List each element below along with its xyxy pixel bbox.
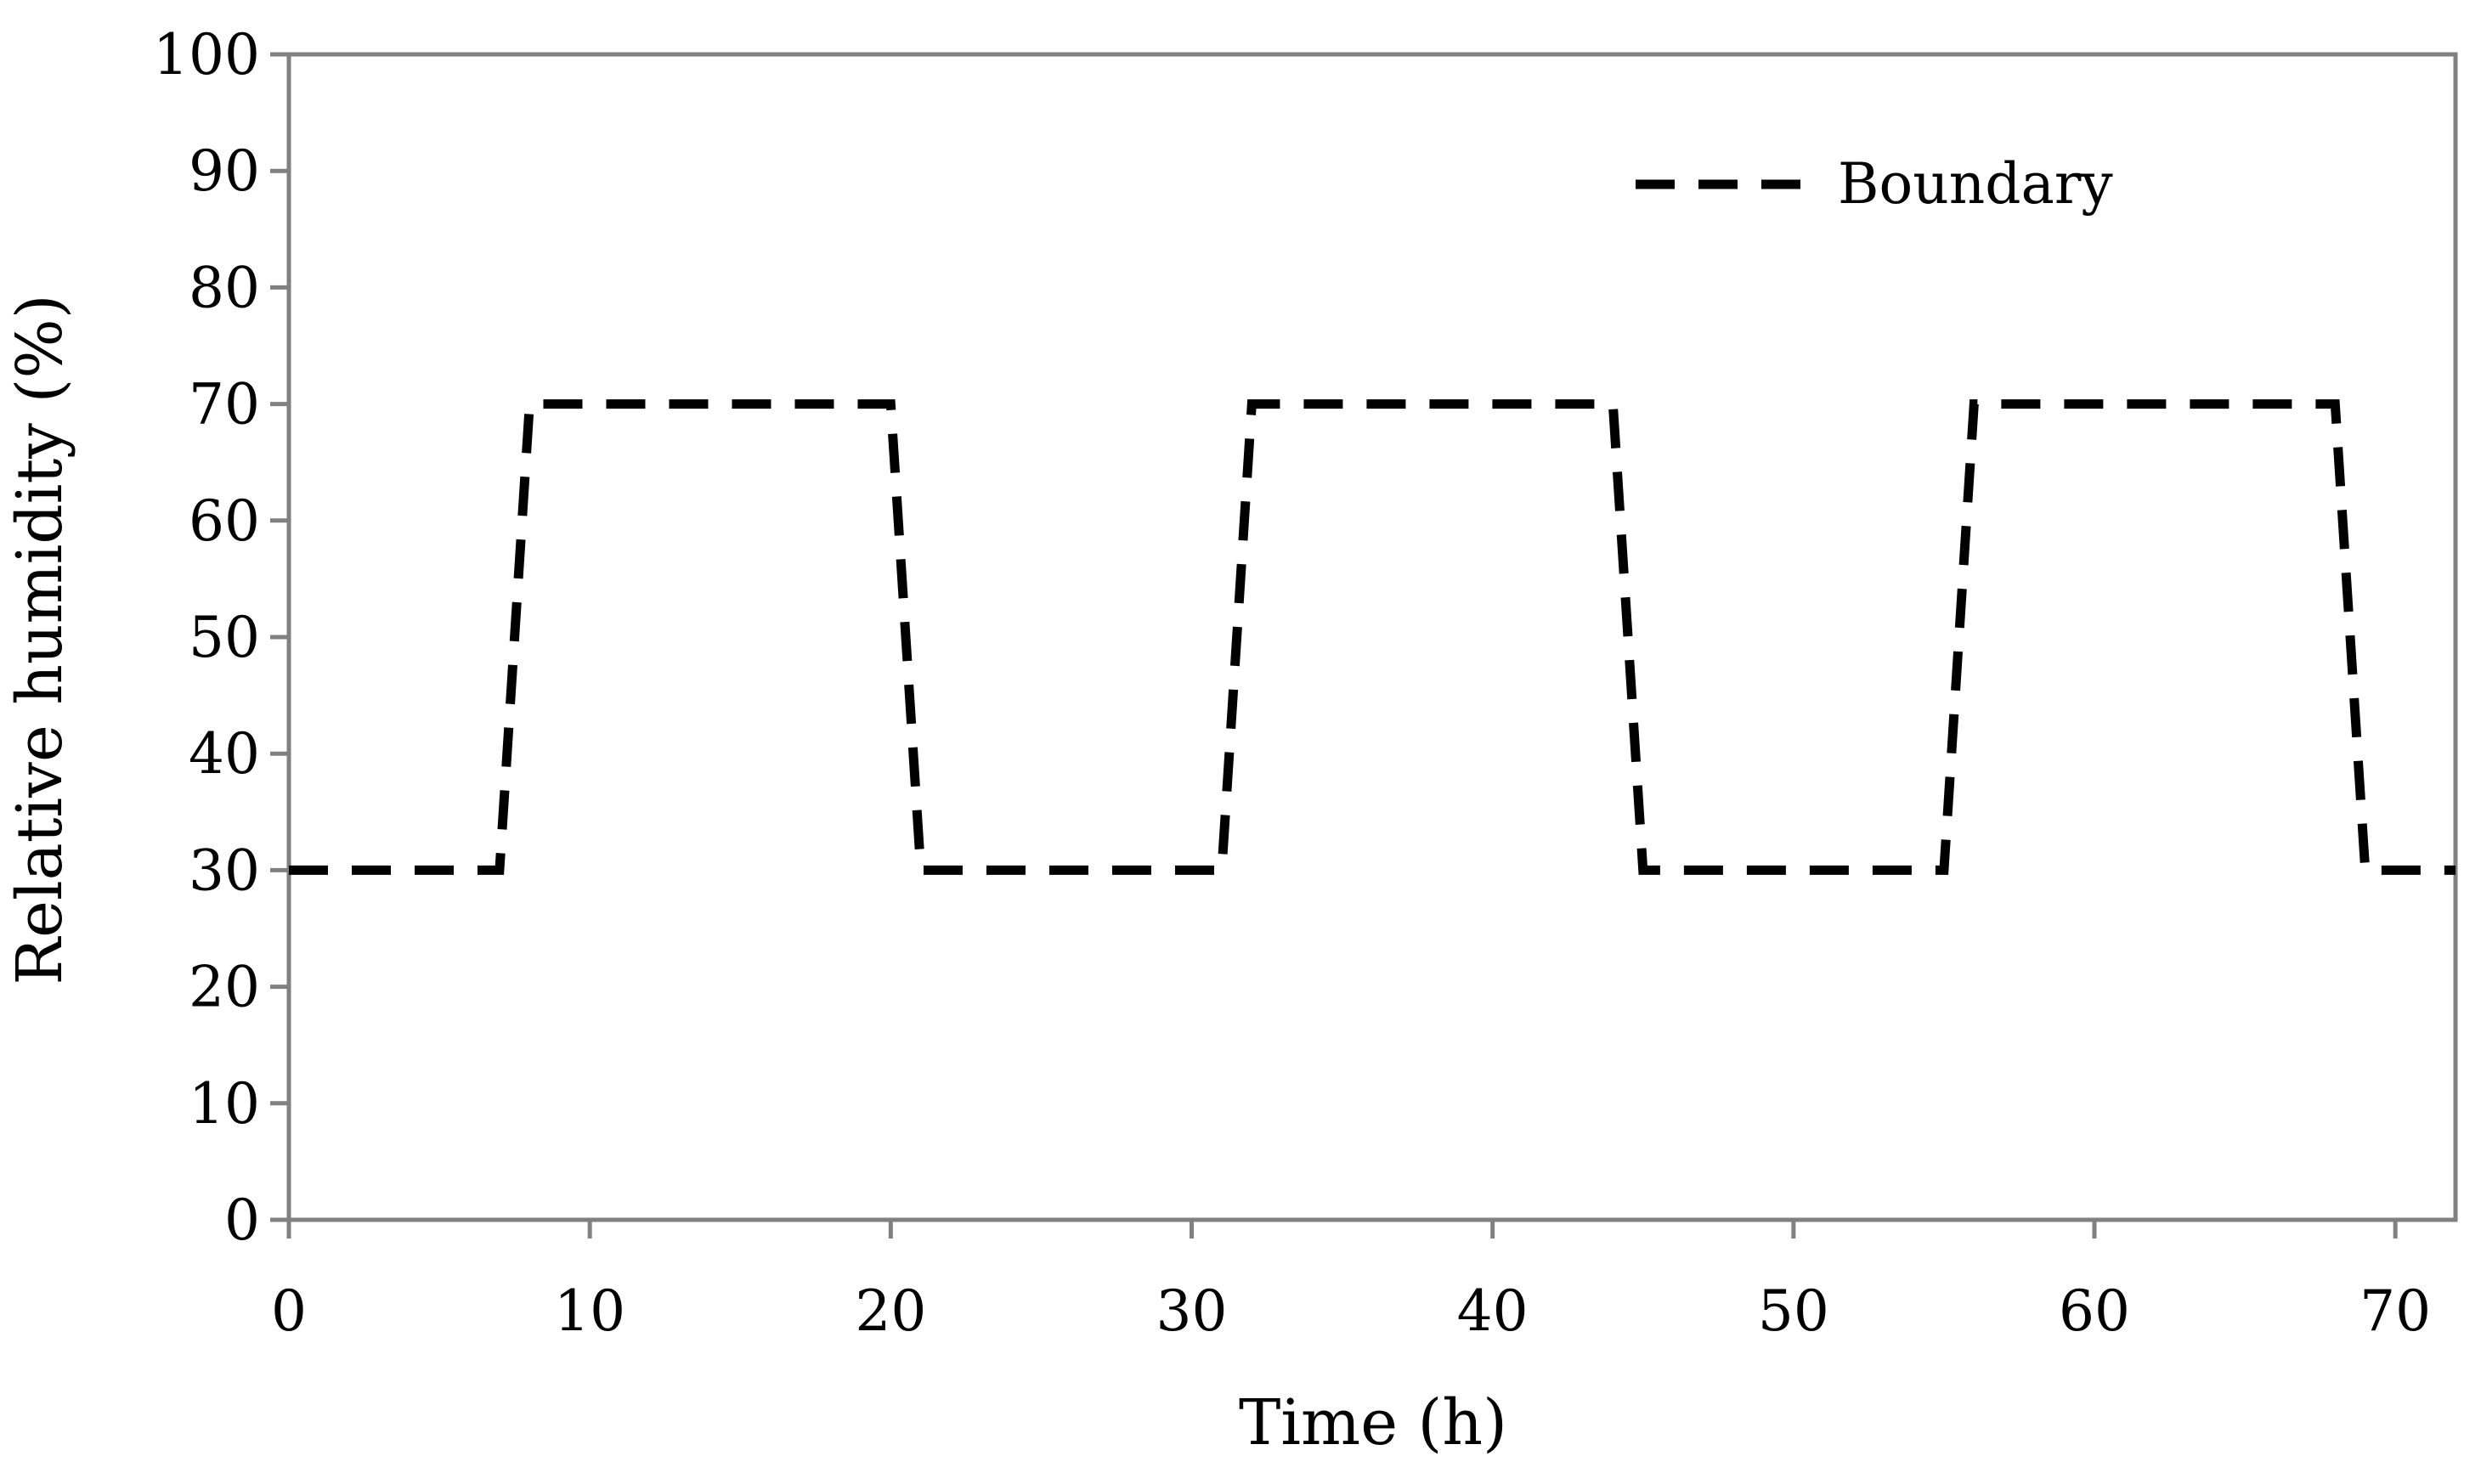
- x-tick-label: 60: [2059, 1278, 2130, 1344]
- y-tick-label: 100: [153, 22, 260, 87]
- x-tick-label: 50: [1758, 1278, 1829, 1344]
- y-tick-label: 50: [189, 605, 260, 670]
- series-line-boundary: [289, 399, 2456, 875]
- x-tick-label: 0: [271, 1278, 307, 1344]
- series: [289, 399, 2456, 875]
- x-tick-label: 40: [1457, 1278, 1529, 1344]
- x-tick-label: 20: [855, 1278, 926, 1344]
- y-axis-title: Relative humidity (%): [3, 294, 76, 985]
- axes: [286, 52, 2458, 1222]
- y-tick-label: 70: [189, 372, 260, 437]
- x-tick-label: 30: [1156, 1278, 1228, 1344]
- y-tick-label: 40: [189, 721, 260, 787]
- y-tick-label: 80: [189, 255, 260, 320]
- y-tick-label: 0: [224, 1188, 260, 1253]
- x-axis-title: Time (h): [1239, 1386, 1507, 1459]
- legend: Boundary: [1636, 151, 2113, 217]
- y-tick-label: 90: [189, 138, 260, 204]
- y-tick-label: 30: [189, 838, 260, 903]
- x-tick-label: 70: [2359, 1278, 2431, 1344]
- y-tick-label: 20: [189, 955, 260, 1020]
- x-tick-label: 10: [554, 1278, 625, 1344]
- ticks: 0 10 20 30 40 50 60 70 80 90 100 0 10 20 30 40 50 60 70: [153, 22, 2431, 1344]
- y-tick-label: 10: [189, 1071, 260, 1137]
- plot-frame: [286, 52, 2458, 1222]
- y-tick-label: 60: [189, 488, 260, 554]
- legend-label-boundary: Boundary: [1838, 151, 2113, 217]
